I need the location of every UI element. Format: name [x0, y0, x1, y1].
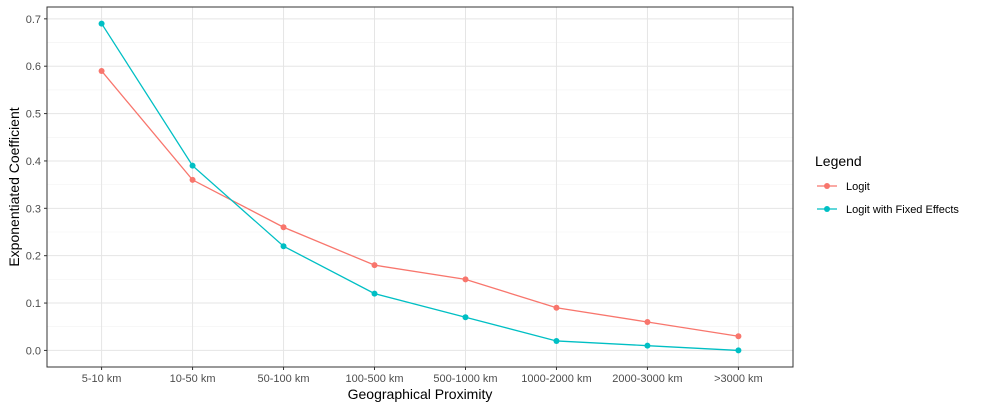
x-tick-label: 100-500 km	[345, 373, 403, 385]
plot-panel-border	[46, 6, 794, 368]
legend-entry-logit: Logit	[817, 181, 870, 193]
y-tick-label: 0.5	[26, 109, 41, 121]
y-tick-label: 0.2	[26, 251, 41, 263]
series-line	[101, 23, 739, 352]
data-point	[371, 262, 378, 269]
data-point	[462, 314, 469, 321]
data-point	[735, 347, 742, 354]
y-tick-label: 0.3	[26, 203, 41, 215]
data-point	[280, 224, 287, 231]
y-axis-title: Exponentiated Coefficient	[6, 107, 22, 266]
x-tick-label: >3000 km	[714, 373, 763, 385]
legend-key-point	[824, 206, 830, 212]
x-axis-ticks: 5-10 km 10-50 km 50-100 km 100-500 km 500-10…	[82, 367, 763, 385]
grid-lines	[47, 7, 793, 367]
legend: Legend Logit Logit with Fixed Effects	[815, 153, 959, 216]
legend-label-logit: Logit	[846, 181, 870, 193]
data-point	[644, 319, 651, 325]
x-tick-label: 500-1000 km	[433, 373, 497, 385]
series-logit	[98, 67, 742, 340]
y-tick-label: 0.4	[26, 156, 41, 168]
legend-key-point	[824, 183, 830, 189]
data-point	[189, 176, 196, 183]
y-axis-ticks: 0.0 0.1 0.2 0.3 0.4 0.5 0.6 0.7	[26, 14, 47, 357]
data-point	[371, 290, 378, 297]
data-point	[98, 20, 105, 27]
y-tick-label: 0.0	[26, 345, 41, 357]
data-point	[553, 337, 560, 344]
data-point	[280, 243, 287, 250]
x-tick-label: 5-10 km	[82, 373, 122, 385]
y-tick-label: 0.7	[26, 14, 41, 26]
series-line	[101, 70, 739, 337]
x-tick-label: 10-50 km	[170, 373, 216, 385]
legend-entry-logit-fixed-effects: Logit with Fixed Effects	[817, 204, 959, 216]
data-point	[553, 304, 560, 311]
legend-label-logit-fixed-effects: Logit with Fixed Effects	[846, 204, 959, 216]
y-tick-label: 0.6	[26, 61, 41, 73]
x-tick-label: 50-100 km	[258, 373, 310, 385]
series-logit-fixed-effects	[98, 20, 742, 354]
data-point	[735, 333, 742, 340]
y-tick-label: 0.1	[26, 298, 41, 310]
data-point	[462, 276, 469, 283]
x-tick-label: 2000-3000 km	[612, 373, 682, 385]
x-tick-label: 1000-2000 km	[521, 373, 591, 385]
data-point	[98, 67, 105, 74]
data-point	[189, 162, 196, 169]
data-point	[644, 342, 651, 349]
series-layer	[98, 20, 742, 354]
legend-title: Legend	[815, 153, 862, 169]
x-axis-title: Geographical Proximity	[348, 386, 493, 402]
